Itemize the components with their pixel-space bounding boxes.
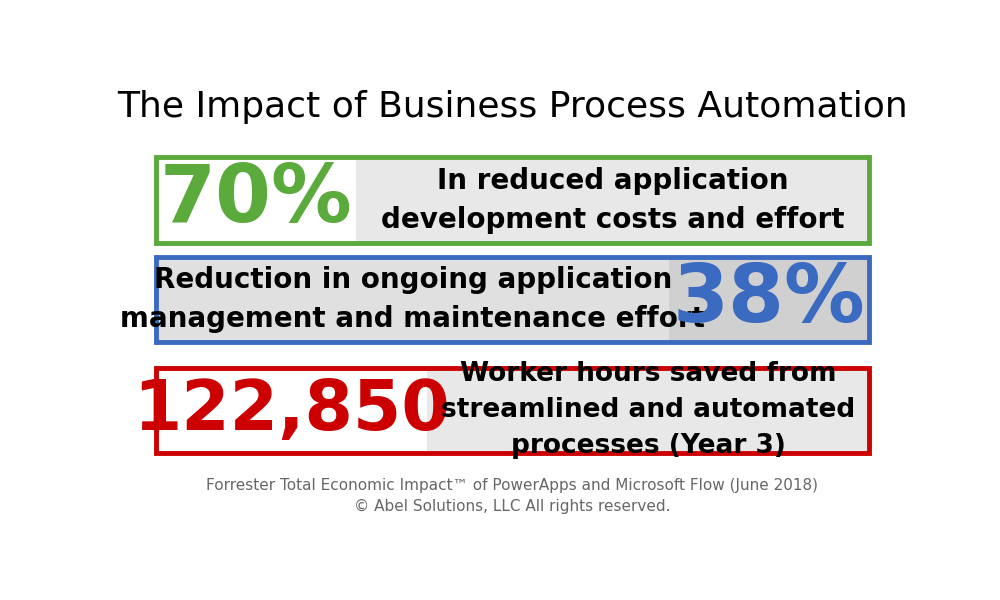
Text: Reduction in ongoing application
management and maintenance effort: Reduction in ongoing application managem… (120, 266, 705, 333)
Bar (156, 157, 869, 243)
Bar (156, 257, 869, 342)
Bar (156, 368, 427, 453)
Text: In reduced application
development costs and effort: In reduced application development costs… (381, 167, 844, 234)
Bar (156, 257, 669, 342)
Bar (356, 157, 869, 243)
Text: 38%: 38% (673, 260, 865, 338)
Text: Worker hours saved from
streamlined and automated
processes (Year 3): Worker hours saved from streamlined and … (441, 361, 855, 460)
Text: Forrester Total Economic Impact™ of PowerApps and Microsoft Flow (June 2018): Forrester Total Economic Impact™ of Powe… (207, 478, 818, 493)
Text: The Impact of Business Process Automation: The Impact of Business Process Automatio… (117, 91, 908, 124)
Text: © Abel Solutions, LLC All rights reserved.: © Abel Solutions, LLC All rights reserve… (354, 499, 671, 514)
Text: 122,850: 122,850 (133, 377, 450, 444)
Bar (427, 368, 869, 453)
Bar (156, 157, 356, 243)
Text: 70%: 70% (160, 161, 352, 239)
Bar (669, 257, 869, 342)
Bar (156, 368, 869, 453)
